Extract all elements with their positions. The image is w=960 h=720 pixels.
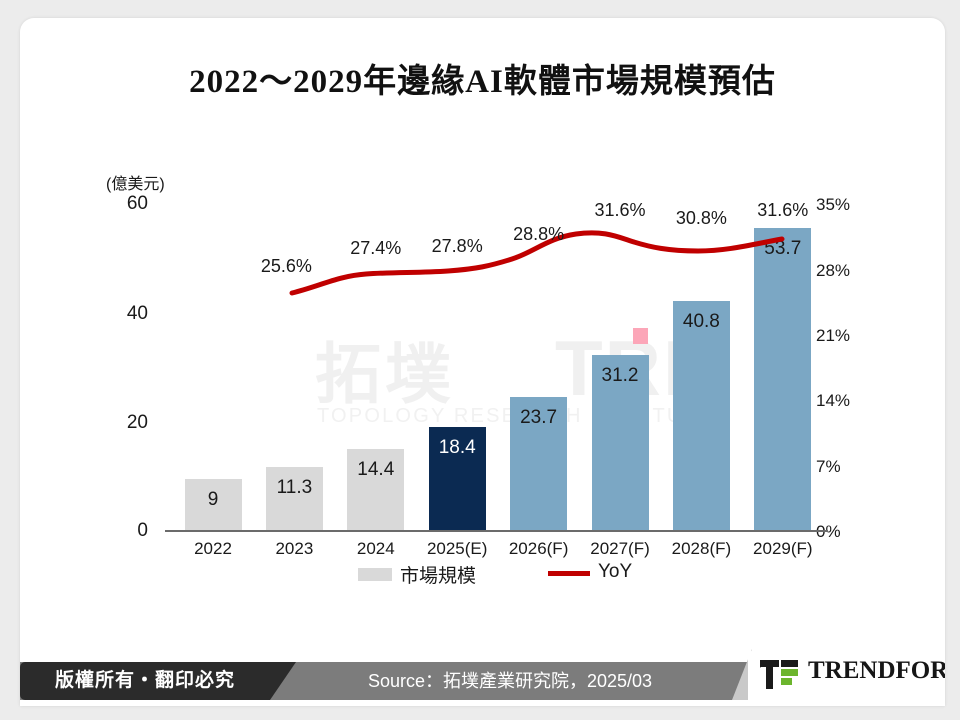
bar-value-2029: 53.7 <box>764 238 802 260</box>
right-axis-tick-21: 21% <box>816 326 851 345</box>
x-axis-label-2027: 2027(F) <box>590 539 650 558</box>
bar-value-2024: 14.4 <box>357 459 395 481</box>
left-axis-tick-20: 20 <box>126 412 148 433</box>
bar-value-2025: 18.4 <box>438 436 476 458</box>
yoy-value-2024: 27.4% <box>350 238 402 258</box>
bar-value-2022: 9 <box>207 489 219 511</box>
yoy-value-2023: 25.6% <box>260 256 312 276</box>
bar-2022[interactable] <box>184 479 242 530</box>
bar-2026[interactable] <box>510 396 568 530</box>
bar-2028[interactable] <box>672 300 730 530</box>
pink-accent-square <box>633 328 648 344</box>
bars-container <box>20 18 945 530</box>
x-axis-label-2024: 2024 <box>356 539 395 558</box>
left-axis-tick-40: 40 <box>126 303 148 324</box>
legend-swatch-yoy <box>548 571 590 576</box>
yoy-line-series <box>289 230 785 296</box>
left-axis-unit: (億美元) <box>106 176 165 193</box>
bar-2024[interactable] <box>347 449 405 530</box>
right-axis-tick-28: 28% <box>816 261 851 280</box>
x-axis-label-2025: 2025(E) <box>426 539 488 558</box>
chart-area: 拓墣 TRI TOPOLOGY RESEARCH INSTITUTE (億美元)… <box>20 18 945 638</box>
trendforce-logo: TRENDFORCE <box>748 649 945 700</box>
footer-copyright-band-tip <box>270 662 296 700</box>
bar-2027[interactable] <box>591 354 649 530</box>
yoy-value-2029: 31.6% <box>757 200 809 220</box>
copyright-text: 版權所有‧翻印必究 <box>54 670 235 691</box>
yoy-value-2028: 30.8% <box>675 208 727 228</box>
bar-2023[interactable] <box>265 466 323 530</box>
yoy-value-2027: 31.6% <box>594 200 646 220</box>
slide-card: 2022～2029年邊緣AI軟體市場規模預估 拓墣 TRI TOPOLOGY R… <box>20 18 945 706</box>
left-axis-tick-60: 60 <box>126 193 148 214</box>
bar-2029[interactable] <box>754 228 812 530</box>
bar-value-2026: 23.7 <box>520 406 558 428</box>
legend-label-yoy: YoY <box>598 561 633 582</box>
right-axis-tick-7: 7% <box>816 457 841 476</box>
x-axis-label-2022: 2022 <box>194 539 232 558</box>
x-axis-label-2023: 2023 <box>275 539 314 558</box>
legend-swatch-market-size <box>358 568 392 581</box>
bar-value-2023: 11.3 <box>276 476 313 498</box>
trendforce-logo-text: TRENDFORCE <box>808 657 945 684</box>
left-axis-tick-0: 0 <box>137 520 148 541</box>
x-axis-line <box>165 530 828 532</box>
legend-label-market-size: 市場規模 <box>400 566 477 587</box>
footer-bar: 版權所有‧翻印必究 Source：拓墣產業研究院，2025/03 TRENDFO… <box>20 642 945 706</box>
chart-legend: 市場規模 YoY <box>20 561 945 587</box>
logo-panel-slash <box>732 649 752 700</box>
source-text: Source：拓墣產業研究院，2025/03 <box>367 671 653 691</box>
yoy-value-2026: 28.8% <box>513 224 565 244</box>
bar-value-2028: 40.8 <box>682 310 720 332</box>
footer-copyright-band <box>20 662 270 700</box>
right-axis-tick-35: 35% <box>816 195 851 214</box>
bar-value-2027: 31.2 <box>601 364 639 386</box>
yoy-value-2025: 27.8% <box>431 236 483 256</box>
bar-2025[interactable] <box>428 426 486 530</box>
x-axis-label-2029: 2029(F) <box>753 539 813 558</box>
x-axis-label-2028: 2028(F) <box>671 539 732 558</box>
page-title: 2022～2029年邊緣AI軟體市場規模預估 <box>189 64 776 100</box>
trendforce-logo-icon <box>760 660 798 689</box>
right-axis-tick-0: 0% <box>816 522 841 541</box>
x-axis-label-2026: 2026(F) <box>508 539 569 558</box>
right-axis-tick-14: 14% <box>816 391 851 410</box>
